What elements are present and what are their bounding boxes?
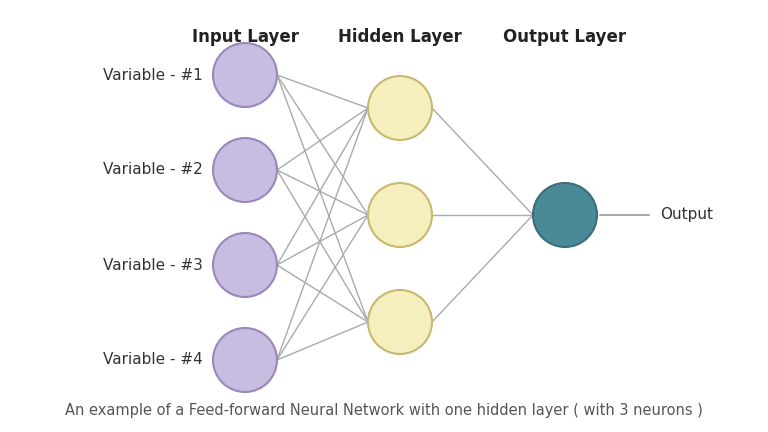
Text: Output Layer: Output Layer [504, 28, 627, 46]
Text: Variable - #3: Variable - #3 [103, 257, 203, 273]
Ellipse shape [368, 76, 432, 140]
Text: Variable - #1: Variable - #1 [103, 67, 203, 83]
Ellipse shape [213, 233, 277, 297]
Ellipse shape [368, 290, 432, 354]
Ellipse shape [213, 138, 277, 202]
Ellipse shape [213, 43, 277, 107]
Text: Hidden Layer: Hidden Layer [338, 28, 462, 46]
Ellipse shape [533, 183, 597, 247]
Text: Input Layer: Input Layer [191, 28, 299, 46]
Ellipse shape [213, 328, 277, 392]
Ellipse shape [368, 183, 432, 247]
Text: Variable - #4: Variable - #4 [103, 353, 203, 368]
Text: Variable - #2: Variable - #2 [103, 162, 203, 178]
Text: An example of a Feed-forward Neural Network with one hidden layer ( with 3 neuro: An example of a Feed-forward Neural Netw… [65, 403, 703, 417]
Text: Output: Output [660, 207, 713, 222]
